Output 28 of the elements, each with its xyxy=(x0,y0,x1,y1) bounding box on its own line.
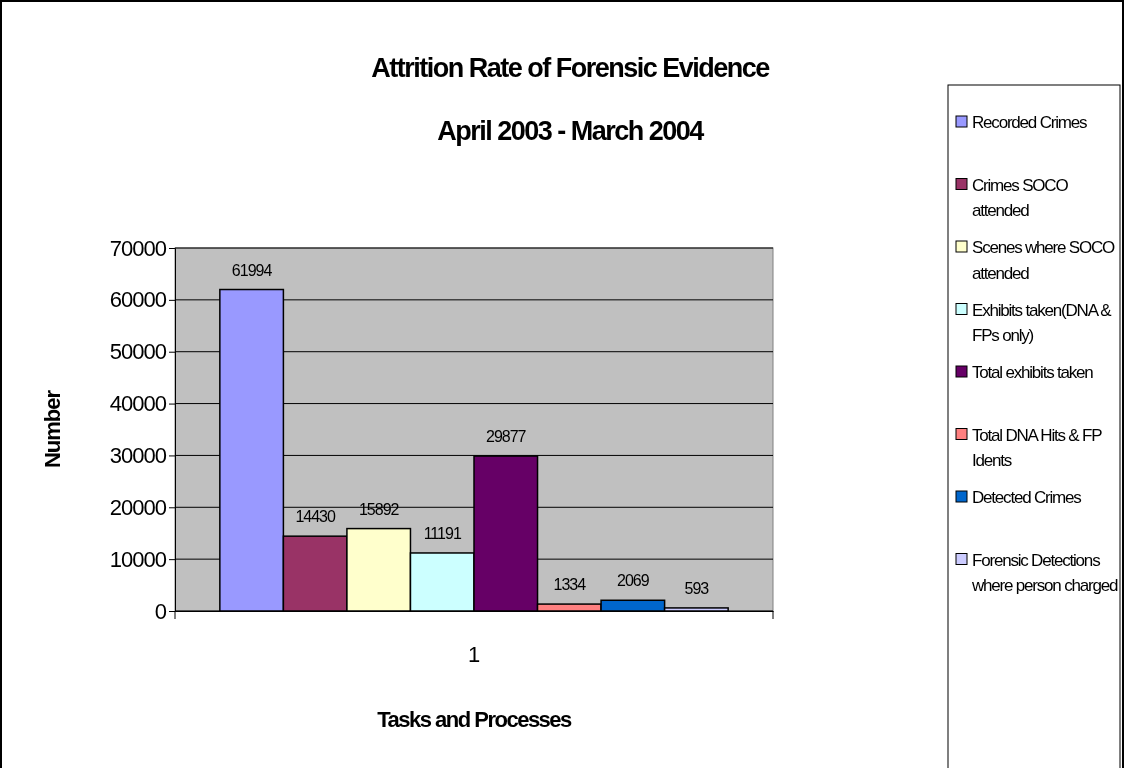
legend-label: Exhibits taken(DNA & FPs only) xyxy=(972,300,1113,345)
data-label: 61994 xyxy=(231,261,273,279)
data-label: 11191 xyxy=(423,524,462,542)
y-tick-label: 20000 xyxy=(109,494,167,520)
x-tick-label: 1 xyxy=(467,642,481,668)
data-label: 593 xyxy=(684,579,710,597)
legend-label: Total DNA Hits & FP Idents xyxy=(972,425,1103,470)
y-tick-label: 30000 xyxy=(109,442,167,468)
data-label: 29877 xyxy=(486,428,527,446)
chart-title: Attrition Rate of Forensic Evidence xyxy=(371,53,771,83)
legend-label: Forensic Detections where person charged xyxy=(971,550,1118,595)
y-axis-title: Number xyxy=(40,389,65,469)
x-axis-title: Tasks and Processes xyxy=(377,707,573,732)
data-label: 14430 xyxy=(295,508,336,526)
y-tick-label: 10000 xyxy=(109,546,167,572)
legend-label: Recorded Crimes xyxy=(972,113,1087,132)
y-tick-label: 50000 xyxy=(109,339,167,365)
legend-label: Total exhibits taken xyxy=(972,363,1094,382)
y-tick-label: 70000 xyxy=(109,235,167,261)
legend-label: Detected Crimes xyxy=(972,488,1082,507)
legend-label: Scenes where SOCO attended xyxy=(972,238,1116,283)
y-tick-label: 40000 xyxy=(109,391,167,417)
data-label: 1334 xyxy=(553,576,587,594)
y-tick-label: 60000 xyxy=(109,287,167,313)
data-label: 2069 xyxy=(617,572,650,590)
y-tick-label: 0 xyxy=(154,598,167,624)
legend-label: Crimes SOCO attended xyxy=(972,175,1069,220)
chart-subtitle: April 2003 - March 2004 xyxy=(437,116,705,146)
